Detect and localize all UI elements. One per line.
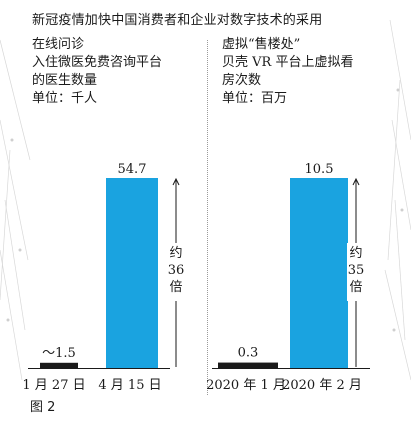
panel-1-bar-apr-15 [106, 178, 158, 368]
panel-2-fold-label-2: 35 [348, 263, 365, 278]
panel-2-value-label-big: 10.5 [305, 162, 334, 177]
panel-2-fold-arrow-head [352, 177, 360, 186]
panel-divider [207, 40, 208, 395]
left-heading-line-3: 的医生数量 [32, 73, 98, 88]
panel-2-category-label-2: 2020 年 2 月 [282, 378, 362, 393]
panel-2-fold-label-1: 约 [349, 246, 362, 261]
panel-2-fold-label-3: 倍 [349, 280, 362, 295]
chart-title: 新冠疫情加快中国消费者和企业对数字技术的采用 [32, 13, 323, 28]
panel-1-value-label-small: ～1.5 [42, 346, 76, 361]
panel-1-fold-label-bg [167, 243, 185, 301]
right-heading-line-2: 贝壳 VR 平台上虚拟看 [222, 55, 354, 70]
right-panel-text: 虚拟“售楼处” 贝壳 VR 平台上虚拟看 房次数 单位：百万 [222, 36, 353, 108]
panel-1-fold-label-2: 36 [168, 263, 185, 278]
panel-1-bar-jan-27 [40, 362, 78, 368]
panel-1-fold-label-1: 约 [169, 246, 182, 261]
left-unit-label: 单位：千人 [32, 91, 98, 106]
panel-1-value-label-big: 54.7 [118, 162, 147, 177]
left-heading-line-1: 在线问诊 [32, 37, 85, 52]
panel-2-value-label-small: 0.3 [238, 346, 259, 361]
right-heading-line-1: 虚拟“售楼处” [222, 37, 301, 52]
panel-2-category-label-1: 2020 年 1 月 [206, 378, 286, 393]
figure-label: 图 2 [30, 400, 56, 415]
panel-1-category-label-2: 4 月 15 日 [98, 378, 161, 393]
panel-1-fold-arrow-head [172, 177, 180, 186]
panel-2-fold-label-bg [347, 243, 365, 301]
left-heading-line-2: 入住微医免费咨询平台 [32, 55, 163, 70]
right-unit-label: 单位：百万 [222, 91, 288, 106]
panel-2-bar-2020-feb [290, 178, 348, 368]
panel-1-fold-label-3: 倍 [169, 280, 182, 295]
left-panel-text: 在线问诊 入住微医免费咨询平台 的医生数量 单位：千人 [32, 36, 162, 108]
right-heading-line-3: 房次数 [222, 73, 262, 88]
panel-2-bar-2020-jan [218, 362, 278, 368]
panel-1-category-label-1: 1 月 27 日 [22, 378, 85, 393]
